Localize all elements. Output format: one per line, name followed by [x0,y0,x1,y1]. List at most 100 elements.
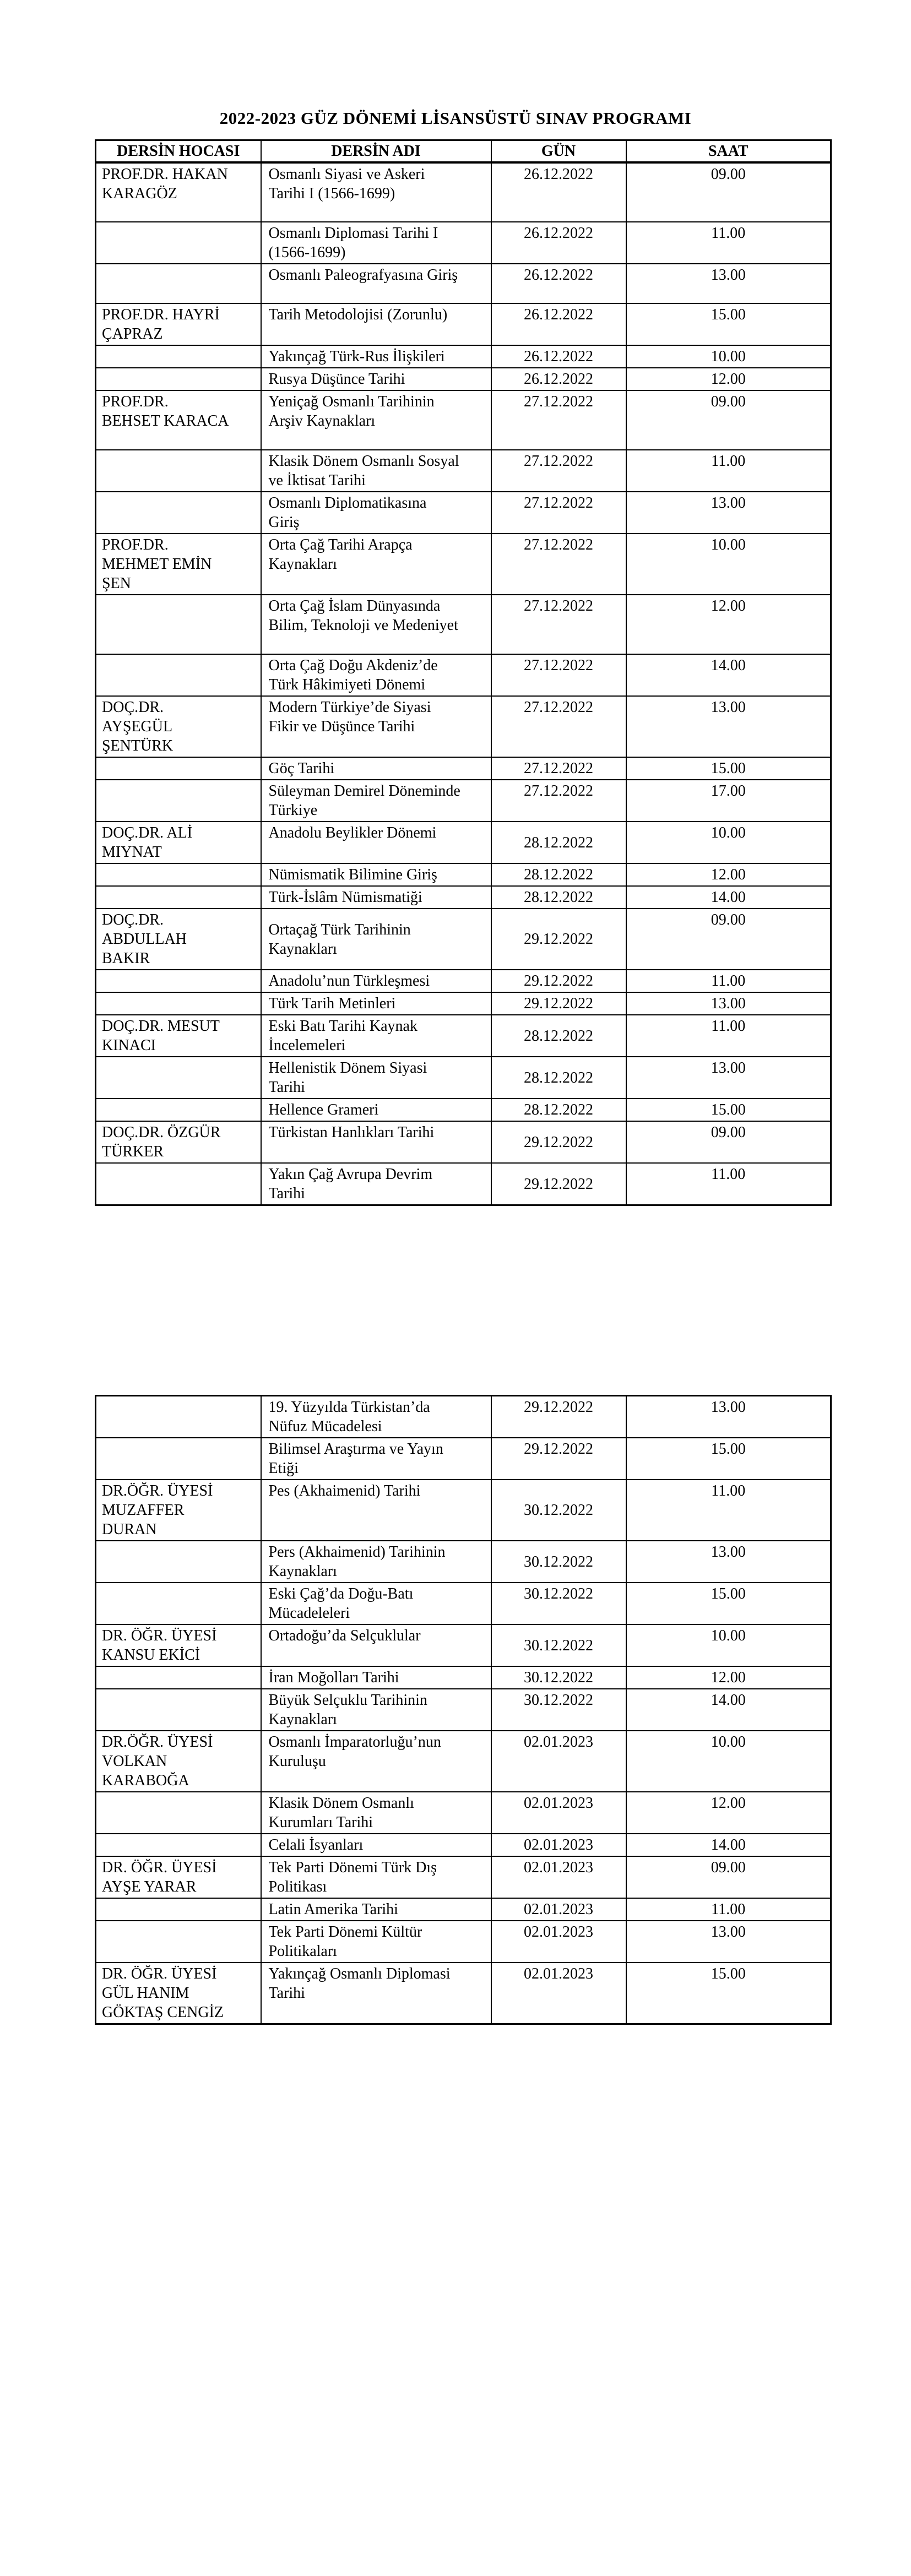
time-cell: 15.00 [625,1437,832,1480]
table-row: Anadolu’nun Türkleşmesi 29.12.2022 11.00 [95,969,832,993]
instructor-cell [95,1056,262,1099]
date-cell: 02.01.2023 [490,1962,627,2025]
date-cell: 02.01.2023 [490,1920,627,1963]
date-cell: 28.12.2022 [490,885,627,909]
instructor-cell: PROF.DR. HAKAN KARAGÖZ [95,162,262,222]
date-cell: 29.12.2022 [490,908,627,970]
table-row: Türk-İslâm Nümismatiği 28.12.2022 14.00 [95,885,832,909]
time-cell: 10.00 [625,533,832,595]
instructor-cell: DOÇ.DR. MESUT KINACI [95,1014,262,1057]
document-title: 2022-2023 GÜZ DÖNEMİ LİSANSÜSTÜ SINAV PR… [219,108,692,128]
instructor-cell: PROF.DR. HAYRİ ÇAPRAZ [95,303,262,346]
course-cell: Tek Parti Dönemi Türk Dış Politikası [260,1856,492,1899]
date-cell: 02.01.2023 [490,1856,627,1899]
instructor-cell: DR.ÖĞR. ÜYESİ VOLKAN KARABOĞA [95,1730,262,1792]
time-cell: 13.00 [625,1920,832,1963]
course-cell: Türk-İslâm Nümismatiği [260,885,492,909]
instructor-cell [95,863,262,887]
time-cell: 09.00 [625,1856,832,1899]
date-cell: 27.12.2022 [490,779,627,822]
date-cell: 30.12.2022 [490,1582,627,1625]
date-cell: 26.12.2022 [490,263,627,304]
date-cell: 26.12.2022 [490,221,627,264]
exam-schedule-table-page-1: DERSİN HOCASI DERSİN ADI GÜN SAAT PROF.DR. H… [95,139,832,1206]
instructor-cell [95,345,262,368]
table-row: Orta Çağ İslam Dünyasında Bilim, Teknolo… [95,594,832,655]
date-cell: 28.12.2022 [490,1056,627,1099]
instructor-cell: DOÇ.DR. ABDULLAH BAKIR [95,908,262,970]
table-row: Osmanlı Diplomatikasına Giriş 27.12.2022 1… [95,491,832,534]
date-cell: 29.12.2022 [490,1162,627,1206]
table-row: Latin Amerika Tarihi 02.01.2023 11.00 [95,1898,832,1921]
time-cell: 11.00 [625,221,832,264]
table-row: PROF.DR. BEHSET KARACA Yeniçağ Osmanlı Ta… [95,390,832,450]
table-row: DR.ÖĞR. ÜYESİ MUZAFFER DURAN Pes (Akhaime… [95,1479,832,1541]
table-row: PROF.DR. MEHMET EMİN ŞEN Orta Çağ Tarihi … [95,533,832,595]
table-row: Klasik Dönem Osmanlı Sosyal ve İktisat T… [95,449,832,492]
course-cell: Anadolu Beylikler Dönemi [260,821,492,864]
exam-schedule-table-page-2: 19. Yüzyılda Türkistan’da Nüfuz Mücadele… [95,1395,832,2025]
table-row: PROF.DR. HAYRİ ÇAPRAZ Tarih Metodolojisi … [95,303,832,346]
table-row: DR. ÖĞR. ÜYESİ KANSU EKİCİ Ortadoğu’da Se… [95,1624,832,1667]
time-cell: 09.00 [625,390,832,450]
time-cell: 11.00 [625,1479,832,1541]
time-cell: 14.00 [625,1833,832,1857]
table-row: DR.ÖĞR. ÜYESİ VOLKAN KARABOĞA Osmanlı İmp… [95,1730,832,1792]
instructor-cell [95,1920,262,1963]
table-row: Büyük Selçuklu Tarihinin Kaynakları 30.12… [95,1688,832,1731]
course-cell: Hellence Grameri [260,1098,492,1122]
table-row: DOÇ.DR. AYŞEGÜL ŞENTÜRK Modern Türkiye’de… [95,695,832,758]
page-1: 2022-2023 GÜZ DÖNEMİ LİSANSÜSTÜ SINAV PR… [95,108,832,1206]
course-cell: Eski Çağ’da Doğu-Batı Mücadeleleri [260,1582,492,1625]
time-cell: 09.00 [625,908,832,970]
course-cell: Osmanlı Paleografyasına Giriş [260,263,492,304]
instructor-cell [95,221,262,264]
time-cell: 11.00 [625,1898,832,1921]
time-cell: 13.00 [625,992,832,1015]
date-cell: 30.12.2022 [490,1540,627,1583]
date-cell: 30.12.2022 [490,1624,627,1667]
table-row: Yakın Çağ Avrupa Devrim Tarihi 29.12.2022… [95,1162,832,1206]
table-row: Klasik Dönem Osmanlı Kurumları Tarihi 02.… [95,1791,832,1834]
time-cell: 14.00 [625,1688,832,1731]
time-cell: 10.00 [625,345,832,368]
table-row: DOÇ.DR. ÖZGÜR TÜRKER Türkistan Hanlıkları… [95,1121,832,1164]
table-row: Rusya Düşünce Tarihi 26.12.2022 12.00 [95,367,832,391]
column-header-course: DERSİN ADI [260,139,492,164]
date-cell: 27.12.2022 [490,594,627,655]
table-row: DOÇ.DR. ABDULLAH BAKIR Ortaçağ Türk Tarih… [95,908,832,970]
table-row: Osmanlı Diplomasi Tarihi I (1566-1699) 26… [95,221,832,264]
date-cell: 27.12.2022 [490,449,627,492]
table-row: Celali İsyanları 02.01.2023 14.00 [95,1833,832,1857]
instructor-cell [95,1162,262,1206]
course-cell: Bilimsel Araştırma ve Yayın Etiği [260,1437,492,1480]
date-cell: 26.12.2022 [490,367,627,391]
time-cell: 13.00 [625,1395,832,1438]
course-cell: Osmanlı Diplomasi Tarihi I (1566-1699) [260,221,492,264]
course-cell: Rusya Düşünce Tarihi [260,367,492,391]
course-cell: Büyük Selçuklu Tarihinin Kaynakları [260,1688,492,1731]
instructor-cell [95,654,262,697]
time-cell: 12.00 [625,367,832,391]
table-row: Süleyman Demirel Döneminde Türkiye 27.12.… [95,779,832,822]
date-cell: 28.12.2022 [490,1014,627,1057]
time-cell: 13.00 [625,1056,832,1099]
instructor-cell [95,969,262,993]
date-cell: 02.01.2023 [490,1898,627,1921]
date-cell: 27.12.2022 [490,695,627,758]
time-cell: 11.00 [625,449,832,492]
instructor-cell: DOÇ.DR. ÖZGÜR TÜRKER [95,1121,262,1164]
instructor-cell [95,1582,262,1625]
date-cell: 28.12.2022 [490,1098,627,1122]
date-cell: 27.12.2022 [490,533,627,595]
course-cell: Modern Türkiye’de Siyasi Fikir ve Düşünc… [260,695,492,758]
table-row: Hellenistik Dönem Siyasi Tarihi 28.12.202… [95,1056,832,1099]
column-header-time: SAAT [625,139,832,164]
column-header-day: GÜN [490,139,627,164]
date-cell: 29.12.2022 [490,1437,627,1480]
time-cell: 15.00 [625,1582,832,1625]
course-cell: Celali İsyanları [260,1833,492,1857]
table-row: PROF.DR. HAKAN KARAGÖZ Osmanlı Siyasi ve … [95,162,832,222]
course-cell: Hellenistik Dönem Siyasi Tarihi [260,1056,492,1099]
